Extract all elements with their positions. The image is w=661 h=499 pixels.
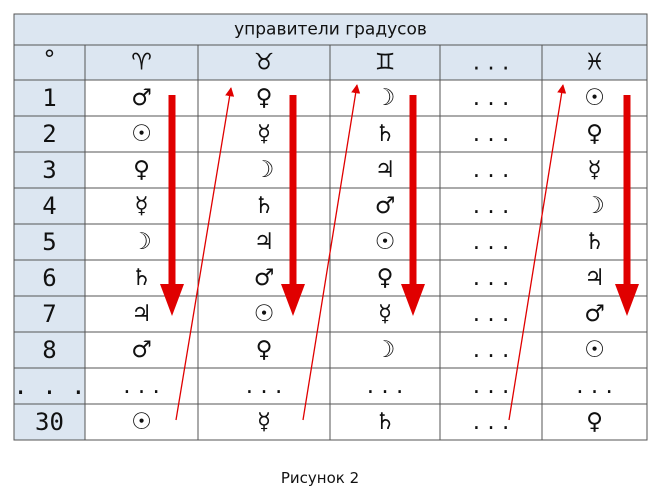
row-label: 6 — [42, 264, 56, 292]
row-label: 8 — [42, 336, 56, 364]
cell: ☿ — [257, 121, 271, 147]
cell: ♂ — [131, 337, 152, 363]
cell: ☽ — [254, 157, 275, 183]
header-cell: ♉ — [254, 50, 275, 76]
cell: ♀ — [586, 121, 603, 147]
diagonal-arrow — [302, 84, 361, 421]
cell: ☉ — [584, 85, 605, 111]
cell: . . . — [473, 193, 510, 219]
cell: . . . — [473, 157, 510, 183]
row-label: 5 — [42, 228, 56, 256]
header-cell: . . . — [473, 50, 510, 76]
cell: ☉ — [584, 337, 605, 363]
row-label: 1 — [42, 84, 56, 112]
cell: ☽ — [375, 337, 396, 363]
cell: . . . — [123, 373, 160, 399]
row-label: . . . — [13, 372, 85, 400]
cell: ♂ — [254, 265, 275, 291]
cell: ☽ — [375, 85, 396, 111]
row-label: 30 — [35, 408, 64, 436]
cell: ♀ — [586, 409, 603, 435]
cell: ♀ — [377, 265, 394, 291]
header-cell: ♊ — [375, 50, 396, 76]
cell: ☿ — [134, 193, 148, 219]
cell: . . . — [576, 373, 613, 399]
down-arrow-head — [615, 284, 639, 316]
cell: . . . — [473, 373, 510, 399]
cell: ☿ — [257, 409, 271, 435]
row-label: 7 — [42, 300, 56, 328]
cell: . . . — [473, 265, 510, 291]
cell: ♀ — [133, 157, 150, 183]
cell: ♃ — [584, 265, 605, 291]
cell: ♄ — [375, 121, 396, 147]
down-arrow-head — [281, 284, 305, 316]
arrows — [160, 84, 639, 421]
row-label: 2 — [42, 120, 56, 148]
down-arrow-head — [401, 284, 425, 316]
down-arrow-head — [160, 284, 184, 316]
row-label: 3 — [42, 156, 56, 184]
header-cell: ♓ — [584, 50, 605, 76]
table: управители градусов ° ♈ ♉ ♊ . . . ♓ 1 ♂ ♀ ☽ . . . ☉ 2… — [13, 13, 648, 441]
cell: ♄ — [254, 193, 275, 219]
cell: ♀ — [256, 337, 273, 363]
cell: . . . — [473, 337, 510, 363]
cell: ♄ — [131, 265, 152, 291]
header-cell: ° — [42, 46, 56, 74]
cell: . . . — [473, 121, 510, 147]
cell: . . . — [473, 301, 510, 327]
cell: ☿ — [587, 157, 601, 183]
cell: ♄ — [584, 229, 605, 255]
diagonal-arrow — [175, 87, 235, 421]
cell: ♄ — [375, 409, 396, 435]
cell: . . . — [246, 373, 283, 399]
cell: ☽ — [584, 193, 605, 219]
cell: ♂ — [375, 193, 396, 219]
cell: ♂ — [584, 301, 605, 327]
cell: ☿ — [378, 301, 392, 327]
row-label: 4 — [42, 192, 56, 220]
header-cell: ♈ — [131, 50, 152, 76]
cell: ☉ — [254, 301, 275, 327]
cell: ♃ — [375, 157, 396, 183]
cell: ☉ — [375, 229, 396, 255]
cell: ♀ — [256, 85, 273, 111]
caption: Рисунок 2 — [281, 469, 359, 487]
cell: ♃ — [254, 229, 275, 255]
diagonal-arrow — [508, 84, 567, 421]
cell: . . . — [367, 373, 404, 399]
cell: ♃ — [131, 301, 152, 327]
cell: . . . — [473, 85, 510, 111]
cell: ☽ — [131, 229, 152, 255]
cell: . . . — [473, 409, 510, 435]
cell: ☉ — [131, 409, 152, 435]
cell: ♂ — [131, 85, 152, 111]
cell: ☉ — [131, 121, 152, 147]
cell: . . . — [473, 229, 510, 255]
table-title: управители градусов — [234, 20, 427, 40]
